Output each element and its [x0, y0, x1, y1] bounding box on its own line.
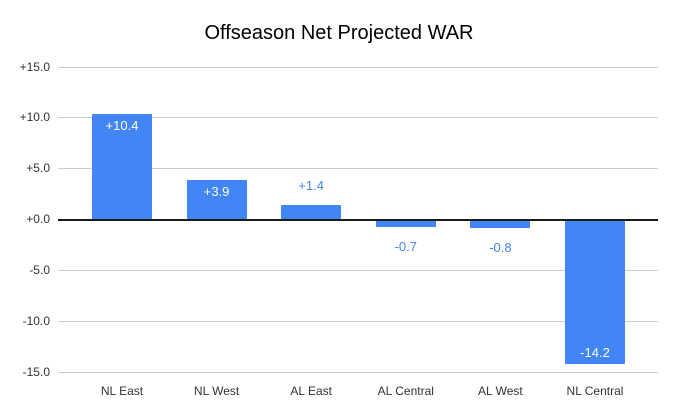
- gridline: [58, 269, 658, 271]
- value-label-al-central: -0.7: [394, 238, 417, 254]
- y-tick-label: +0.0: [26, 212, 50, 226]
- x-axis-label-al-east: AL East: [290, 384, 332, 398]
- gridline: [58, 168, 658, 170]
- bar-al-west: [470, 219, 531, 228]
- value-label-nl-east: +10.4: [105, 117, 139, 133]
- x-axis-label-nl-central: NL Central: [566, 384, 624, 398]
- bar-nl-east: [92, 113, 152, 220]
- x-axis-label-nl-west: NL West: [193, 384, 240, 398]
- value-label-nl-central: -14.2: [580, 344, 610, 360]
- x-axis-label-al-central: AL Central: [377, 384, 434, 398]
- y-tick-label: -10.0: [22, 313, 50, 328]
- value-label-nl-west: +3.9: [203, 183, 230, 199]
- y-axis: +15.0 +10.0 +5.0 +0.0 -5.0 -10.0 -15.0: [0, 60, 50, 379]
- value-label-al-west: -0.8: [489, 239, 512, 255]
- plot-area: +10.4 NL East +3.9 NL West +1.4 AL East -0.7 AL…: [58, 66, 658, 398]
- gridline: [58, 66, 658, 68]
- y-tick-label: +15.0: [19, 59, 50, 74]
- x-axis-label-al-west: AL West: [478, 384, 523, 398]
- y-tick-label: -5.0: [29, 262, 50, 277]
- y-tick-label: +10.0: [19, 110, 50, 125]
- y-tick-label: +5.0: [26, 161, 50, 176]
- value-label-al-east: +1.4: [298, 178, 325, 194]
- bar-nl-west: [186, 179, 247, 220]
- gridline: [58, 117, 658, 119]
- gridline: [58, 371, 658, 373]
- gridline: [58, 320, 658, 322]
- zero-baseline: [58, 218, 658, 221]
- chart-title: Offseason Net Projected WAR: [204, 22, 474, 44]
- bar-nl-central: [565, 219, 625, 364]
- bar-al-east: [281, 205, 342, 220]
- bar-al-central: [375, 219, 436, 227]
- x-axis-label-nl-east: NL East: [100, 384, 144, 398]
- y-tick-label: -15.0: [22, 364, 50, 379]
